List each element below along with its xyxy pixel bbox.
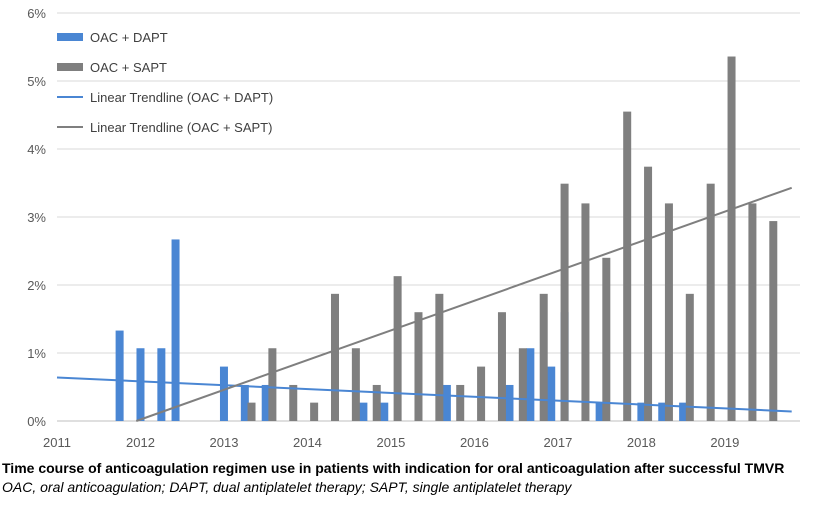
bar-oac-dapt: [157, 348, 166, 421]
legend-label: OAC + SAPT: [90, 60, 167, 75]
bar-oac-dapt: [359, 402, 368, 421]
x-tick-label: 2016: [460, 435, 489, 450]
bar-oac-dapt: [679, 402, 688, 421]
bar-oac-dapt: [219, 366, 228, 421]
y-tick-label: 0%: [27, 414, 46, 429]
bar-oac-sapt: [769, 221, 778, 421]
bar-oac-sapt: [706, 183, 715, 421]
chart-area: 0% 1% 2% 3% 4% 5% 6% 2011 2012 2013 2014 2015 2016 2…: [27, 6, 800, 450]
x-tick-label: 2012: [126, 435, 155, 450]
bar-oac-sapt: [539, 293, 548, 421]
x-tick-label: 2017: [543, 435, 572, 450]
bar-oac-sapt: [372, 384, 381, 421]
x-tick-label: 2014: [293, 435, 322, 450]
bar-oac-sapt: [435, 293, 444, 421]
x-tick-label: 2018: [627, 435, 656, 450]
bar-oac-sapt: [330, 293, 339, 421]
bar-oac-sapt: [560, 183, 569, 421]
bar-oac-dapt: [547, 366, 556, 421]
bars: [115, 56, 778, 422]
bar-oac-dapt: [442, 384, 451, 421]
bar-oac-dapt: [505, 384, 514, 421]
bar-oac-sapt: [414, 312, 423, 421]
y-tick-label: 2%: [27, 278, 46, 293]
time-course-chart: 0%1%2%3%4%5%6% 2011 2012 2013 2014 2015 2016 2…: [27, 6, 800, 450]
x-axis-tick-labels: 2011 2012 2013 2014 2015 2016 2017 2018 2019: [43, 435, 739, 450]
bar-oac-sapt: [644, 166, 653, 421]
bar-oac-sapt: [727, 56, 736, 422]
y-tick-label: 5%: [27, 74, 46, 89]
bar-oac-dapt: [658, 402, 667, 421]
bar-oac-dapt: [240, 384, 249, 421]
x-tick-label: 2013: [210, 435, 239, 450]
line-linear-trendline-oac-dapt: [56, 376, 792, 413]
bar-oac-sapt: [581, 203, 590, 421]
legend: OAC + DAPT OAC + SAPT Linear Trendline (OA…: [57, 30, 273, 135]
bar-oac-sapt: [685, 293, 694, 421]
caption-footnote: OAC, oral anticoagulation; DAPT, dual an…: [2, 479, 572, 495]
bar-oac-sapt: [623, 111, 632, 421]
bar-oac-sapt: [748, 203, 757, 421]
bar-oac-dapt: [261, 384, 270, 421]
bar-oac-sapt: [393, 276, 402, 421]
legend-label: Linear Trendline (OAC + DAPT): [90, 90, 273, 105]
bar-oac-sapt: [268, 348, 277, 421]
bar-oac-dapt: [136, 348, 145, 421]
bar-oac-sapt: [477, 366, 486, 421]
figure-caption: Time course of anticoagulation regimen u…: [2, 459, 817, 497]
x-tick-label: 2019: [710, 435, 739, 450]
bar-oac-dapt: [526, 348, 535, 421]
legend-swatch-oac-sapt: [57, 63, 83, 71]
line-linear-trendline-oac-sapt: [135, 186, 793, 422]
bar-oac-sapt: [351, 348, 360, 421]
bar-oac-sapt: [247, 402, 256, 421]
legend-label: OAC + DAPT: [90, 30, 168, 45]
bar-oac-sapt: [664, 203, 673, 421]
bar-oac-sapt: [497, 312, 506, 421]
bar-oac-sapt: [456, 384, 465, 421]
legend-label: Linear Trendline (OAC + SAPT): [90, 120, 272, 135]
bar-oac-dapt: [637, 402, 646, 421]
legend-swatch-oac-dapt: [57, 33, 83, 41]
y-tick-label: 4%: [27, 142, 46, 157]
bar-oac-dapt: [380, 402, 389, 421]
bar-oac-dapt: [595, 402, 604, 421]
bar-oac-sapt: [602, 257, 611, 421]
bar-oac-sapt: [518, 348, 527, 421]
bar-oac-sapt: [310, 402, 319, 421]
gridlines: [57, 12, 800, 422]
bar-oac-dapt: [171, 239, 180, 421]
x-tick-label: 2011: [43, 435, 71, 450]
y-axis-tick-labels: 0% 1% 2% 3% 4% 5% 6%: [27, 6, 46, 429]
bar-oac-sapt: [289, 384, 298, 421]
caption-title: Time course of anticoagulation regimen u…: [2, 460, 785, 476]
y-tick-label: 3%: [27, 210, 46, 225]
trendlines: [56, 186, 793, 422]
x-tick-label: 2015: [376, 435, 405, 450]
y-tick-label: 6%: [27, 6, 46, 21]
bar-oac-dapt: [115, 330, 124, 421]
y-tick-label: 1%: [27, 346, 46, 361]
